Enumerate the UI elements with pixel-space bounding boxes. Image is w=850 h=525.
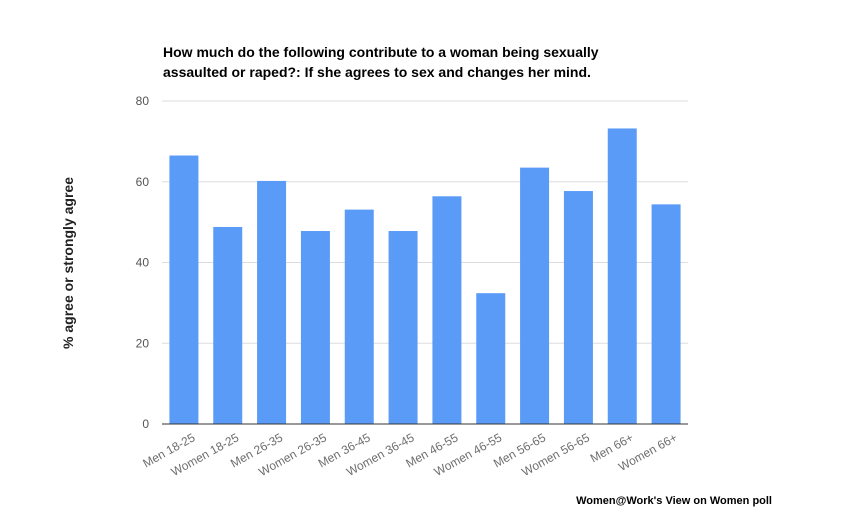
y-tick-label: 0 xyxy=(142,417,149,431)
y-axis-ticks: 0 20 40 60 80 xyxy=(136,94,150,431)
bar xyxy=(520,167,550,424)
y-tick-label: 60 xyxy=(136,175,150,189)
bar xyxy=(651,204,681,424)
chart-title-line-1: How much do the following contribute to … xyxy=(163,44,599,60)
chart-title-line-2: assaulted or raped?: If she agrees to se… xyxy=(163,64,591,80)
bar xyxy=(344,209,374,424)
y-axis-label: % agree or strongly agree xyxy=(60,177,76,349)
bar xyxy=(388,231,418,424)
gridlines xyxy=(162,100,688,344)
y-tick-label: 40 xyxy=(136,256,150,270)
y-tick-label: 80 xyxy=(136,94,150,108)
bar xyxy=(432,196,462,424)
bar xyxy=(476,293,506,424)
bar xyxy=(257,180,287,424)
bar xyxy=(169,155,199,424)
bar xyxy=(563,191,593,424)
bars xyxy=(169,128,681,424)
y-tick-label: 20 xyxy=(136,336,150,350)
bar xyxy=(300,231,330,424)
bar xyxy=(607,128,637,424)
bar xyxy=(213,226,243,424)
source-note: Women@Work's View on Women poll xyxy=(576,495,772,507)
